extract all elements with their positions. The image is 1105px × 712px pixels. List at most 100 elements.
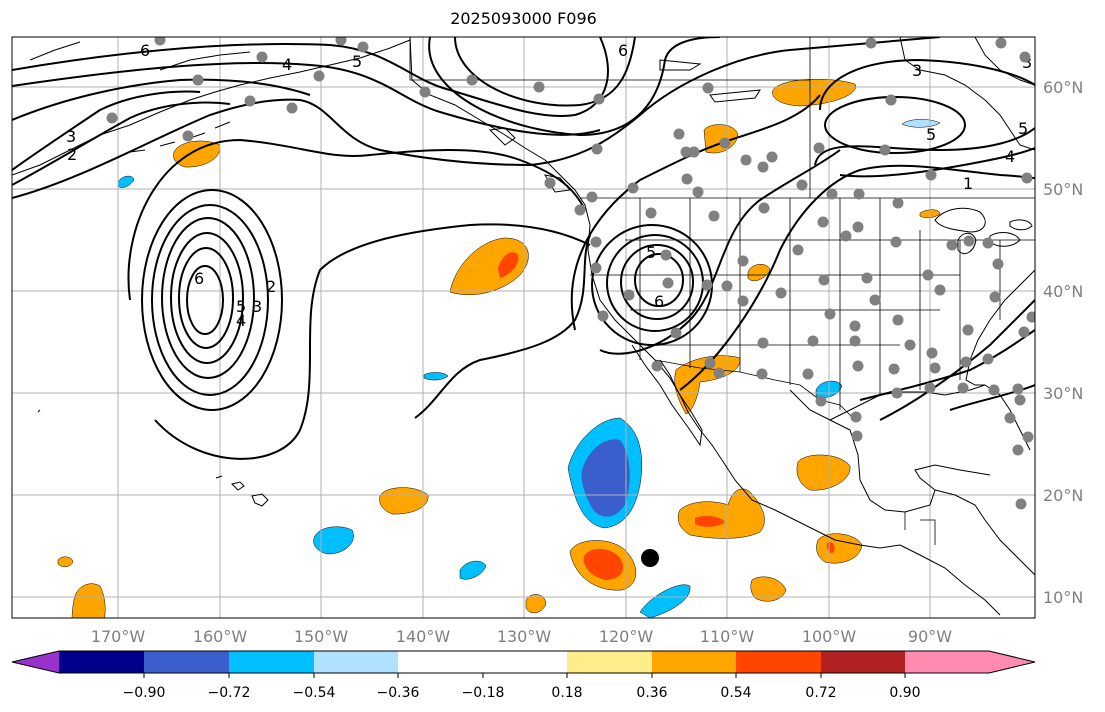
negative-anomaly-region <box>313 526 354 555</box>
contour-line <box>141 189 283 411</box>
lon-label: 100°W <box>802 627 857 646</box>
graticule <box>12 37 1035 618</box>
lat-label: 10°N <box>1043 588 1083 607</box>
lon-label: 150°W <box>294 627 349 646</box>
contour-line <box>634 253 684 307</box>
contour-labels: 6 4 5 6 3 2 6 5 4 3 2 5 6 3 5 1 4 5 3 <box>66 41 1032 330</box>
colorbar-tick-label: −0.72 <box>208 685 251 701</box>
lat-label: 50°N <box>1043 180 1083 199</box>
contour-line <box>414 234 591 419</box>
colorbar-segment <box>736 651 821 673</box>
contour-line <box>178 247 234 349</box>
colorbar-segment <box>567 651 652 673</box>
positive-anomaly-region <box>379 487 429 515</box>
positive-anomaly-region <box>449 237 529 296</box>
contour-line <box>154 223 591 460</box>
contour-label: 3 <box>66 127 76 146</box>
negative-anomaly-region <box>423 372 449 381</box>
positive-anomaly-region <box>816 533 863 564</box>
contour-label: 6 <box>654 292 664 311</box>
storm-center-marker <box>641 549 659 567</box>
colorbar-segment <box>483 651 567 673</box>
contour-line <box>12 61 601 136</box>
positive-anomaly-region <box>796 454 851 491</box>
contour-label: 4 <box>236 311 246 330</box>
positive-anomaly-region <box>525 594 547 614</box>
contour-line <box>161 217 255 379</box>
colorbar-tick-label: 0.18 <box>551 685 582 701</box>
lon-label: 90°W <box>908 627 952 646</box>
height-contours <box>12 37 1035 460</box>
colorbar-tick-label: −0.90 <box>123 685 166 701</box>
colorbar-tick-label: 0.90 <box>889 685 920 701</box>
contour-label: 5 <box>926 125 936 144</box>
contour-label: 3 <box>912 61 922 80</box>
contour-line <box>814 127 1035 166</box>
strong-negative-anomaly-region <box>581 439 630 517</box>
colorbar-tick-label: −0.18 <box>462 685 505 701</box>
contour-label: 2 <box>266 277 276 296</box>
contour-label: 3 <box>252 297 262 316</box>
negative-anomaly-region <box>639 584 691 618</box>
contour-line <box>620 244 694 320</box>
positive-anomaly-region <box>747 264 771 281</box>
contour-line <box>570 94 821 331</box>
contour-line <box>839 147 1035 178</box>
contour-line <box>12 37 941 199</box>
colorbar-segment <box>398 651 483 673</box>
contour-label: 6 <box>194 269 204 288</box>
contour-line <box>151 204 269 396</box>
lon-label: 140°W <box>396 627 451 646</box>
colorbar-segment <box>652 651 736 673</box>
negative-anomaly-region <box>117 175 135 188</box>
colorbar-segment <box>314 651 398 673</box>
colorbar-segment <box>905 651 989 673</box>
lon-label: 130°W <box>497 627 552 646</box>
lat-label: 30°N <box>1043 384 1083 403</box>
negative-anomaly-region <box>459 560 487 580</box>
contour-line <box>879 299 1035 421</box>
colorbar: −0.90 −0.72 −0.54 −0.36 −0.18 0.18 0.36 … <box>11 650 1036 701</box>
contour-line <box>170 232 244 364</box>
contour-line <box>12 37 609 117</box>
contour-line <box>186 265 224 335</box>
contour-label: 5 <box>1018 119 1028 138</box>
colorbar-tick-label: −0.54 <box>293 685 336 701</box>
strong-positive-anomaly-region <box>498 252 519 278</box>
positive-anomaly-region <box>57 556 74 567</box>
contour-line <box>599 149 841 355</box>
latitude-labels: 60°N 50°N 40°N 30°N 20°N 10°N <box>1043 78 1083 607</box>
contour-label: 6 <box>618 41 628 60</box>
lon-label: 110°W <box>700 627 755 646</box>
contour-label: 5 <box>352 52 362 71</box>
contour-label: 2 <box>67 145 77 164</box>
contour-label: 5 <box>646 243 656 262</box>
contour-label: 1 <box>963 174 973 193</box>
contour-line <box>949 384 1035 411</box>
colorbar-tick-label: 0.54 <box>720 685 751 701</box>
lat-label: 60°N <box>1043 78 1083 97</box>
contour-label: 4 <box>282 55 292 74</box>
lon-label: 120°W <box>599 627 654 646</box>
map-title: 2025093000 F096 <box>450 9 597 28</box>
colorbar-tick-label: −0.36 <box>377 685 420 701</box>
station-dots <box>106 37 1035 510</box>
lat-label: 20°N <box>1043 486 1083 505</box>
colorbar-tick-label: 0.36 <box>636 685 667 701</box>
strong-positive-anomaly-region <box>695 515 725 527</box>
colorbar-segment <box>989 651 1035 673</box>
lon-label: 170°W <box>91 627 146 646</box>
colorbar-segment <box>821 651 905 673</box>
map-frame <box>11 36 1036 619</box>
contour-label: 5 <box>236 297 246 316</box>
contour-line <box>819 58 1035 111</box>
contour-line <box>428 37 721 137</box>
contour-label: 3 <box>1022 53 1032 72</box>
colorbar-tick-label: 0.72 <box>805 685 836 701</box>
contour-label: 4 <box>1005 147 1015 166</box>
positive-anomaly-region <box>173 140 221 168</box>
colorbar-segment <box>229 651 314 673</box>
positive-anomaly-region <box>677 488 765 539</box>
lon-label: 160°W <box>193 627 248 646</box>
